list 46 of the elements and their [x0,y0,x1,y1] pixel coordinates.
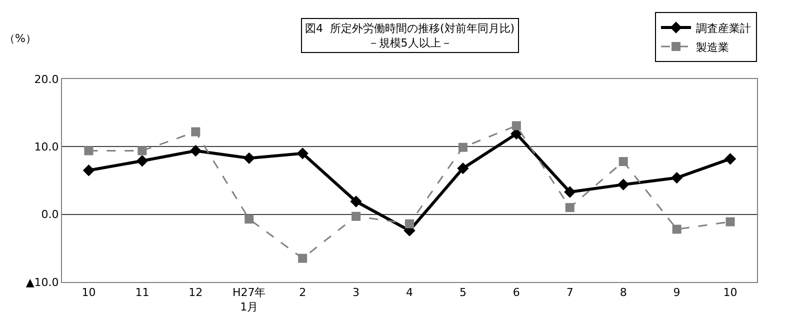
x-tick-label: 10 [82,286,96,300]
point [350,196,362,208]
chart-title: 図4 所定外労働時間の推移(対前年同月比) [305,22,515,35]
point [190,144,202,157]
point [565,203,574,212]
x-tick-label: 7 [566,286,574,300]
x-tick-label: H27年 1月 [232,286,266,314]
point [618,178,630,190]
point [298,254,308,263]
x-tick-label: 10 [723,286,738,300]
point [670,172,683,184]
point [458,142,468,152]
point [512,121,521,130]
y-tick-label: 0.0 [41,208,59,222]
point [138,146,147,156]
point [618,157,628,166]
chart-subtitle: －規模5人以上－ [368,36,452,50]
x-tick-label: 12 [188,286,203,300]
legend-label: 調査産業計 [696,22,751,35]
y-tick-label: ▲10.0 [26,276,59,289]
y-axis-title: （%） [4,32,36,45]
point [564,186,576,198]
point [82,164,95,176]
point [726,217,735,226]
point [84,146,94,156]
point [672,224,682,234]
y-tick-label: 20.0 [34,72,59,86]
y-tick-label: 10.0 [34,140,59,154]
x-tick-label: 6 [512,286,520,300]
point [457,162,469,174]
x-tick-label: 3 [352,286,360,300]
x-tick-label: 8 [620,286,627,300]
x-tick-label: 9 [673,286,680,300]
x-tick-label: 5 [459,286,466,300]
point [243,152,255,164]
point [724,153,736,165]
point [244,214,254,224]
point [296,148,308,160]
legend-label: 製造業 [696,40,729,54]
point [191,127,200,136]
x-tick-label: 4 [406,286,413,300]
x-tick-label: 2 [299,286,306,300]
point [352,212,361,221]
point [136,155,148,167]
point [405,219,414,228]
x-tick-label: 11 [135,286,150,300]
